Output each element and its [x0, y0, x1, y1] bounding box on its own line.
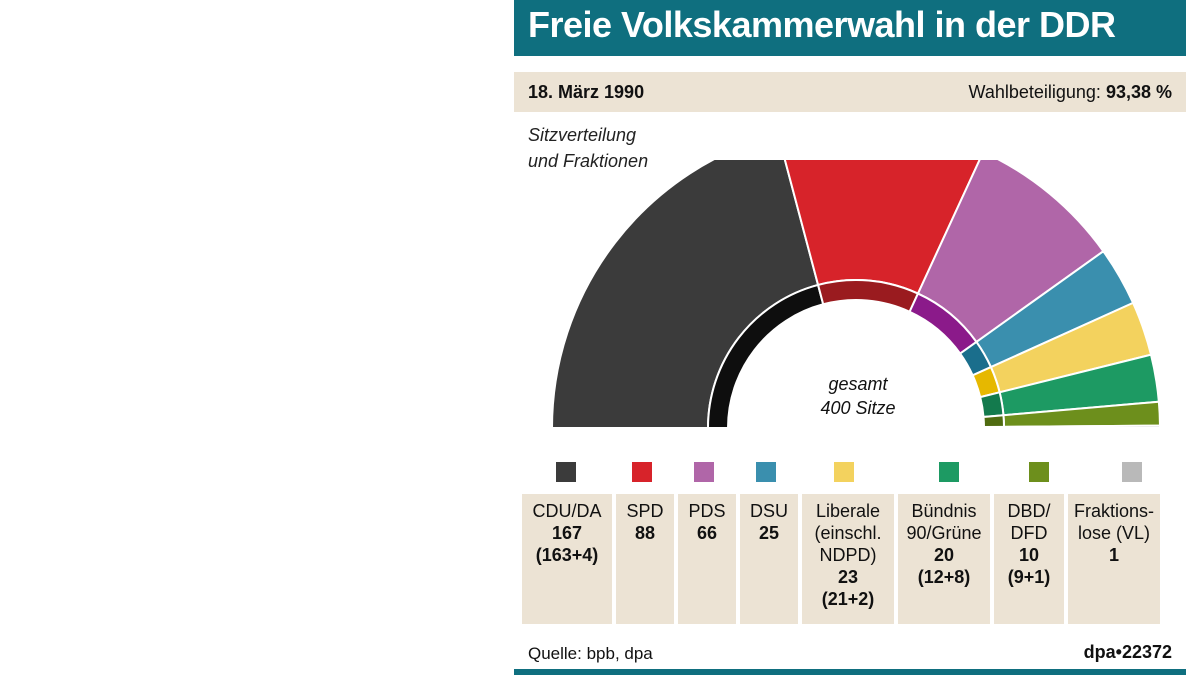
party-column: Liberale (einschl. NDPD) 23 (21+2)	[802, 494, 894, 624]
segment-inner	[979, 391, 1005, 419]
party-name: CDU/DA	[532, 501, 602, 521]
party-column: CDU/DA 167 (163+4)	[522, 494, 612, 624]
turnout-label: Wahlbeteiligung:	[968, 82, 1101, 102]
turnout-value: 93,38 %	[1105, 82, 1172, 102]
center-line-1: gesamt	[828, 374, 888, 394]
party-name: SPD	[626, 501, 664, 521]
total-seats-label: gesamt 400 Sitze	[778, 372, 938, 420]
seat-distribution-chart	[550, 160, 1162, 429]
election-date: 18. März 1990	[528, 82, 645, 102]
legend-swatch	[756, 462, 776, 482]
infographic: Freie Volkskammerwahl in der DDR 18. Mär…	[514, 0, 1200, 675]
party-name: PDS	[688, 501, 726, 521]
party-column: PDS 66	[678, 494, 736, 624]
party-column: DBD/ DFD 10 (9+1)	[994, 494, 1064, 624]
legend-swatch	[632, 462, 652, 482]
turnout: Wahlbeteiligung: 93,38 %	[969, 82, 1173, 103]
party-seat-count: 20 (12+8)	[917, 545, 971, 587]
segment-inner	[982, 425, 1006, 429]
party-name: Liberale (einschl. NDPD)	[814, 501, 882, 565]
party-column: SPD 88	[616, 494, 674, 624]
legend-swatch	[1029, 462, 1049, 482]
source-note: Quelle: bpb, dpa	[528, 644, 653, 663]
legend-swatch	[1122, 462, 1142, 482]
segment-inner	[982, 414, 1006, 429]
party-seat-count: 1	[1108, 545, 1119, 565]
chart-subtitle: Sitzverteilung und Fraktionen	[528, 122, 648, 174]
party-name: Bündnis 90/Grüne	[906, 501, 982, 543]
party-seat-count: 66	[696, 523, 718, 543]
party-seat-count: 25	[758, 523, 780, 543]
info-bar: 18. März 1990 Wahlbeteiligung: 93,38 %	[514, 72, 1186, 112]
party-column: Fraktions- lose (VL) 1	[1068, 494, 1160, 624]
legend-swatch	[556, 462, 576, 482]
legend-swatch	[694, 462, 714, 482]
chart-title: Freie Volkskammerwahl in der DDR	[528, 4, 1116, 45]
center-line-2: 400 Sitze	[820, 398, 896, 418]
party-seat-count: 167 (163+4)	[535, 523, 599, 565]
party-seat-count: 88	[634, 523, 656, 543]
bottom-bar	[514, 669, 1186, 675]
party-seat-count: 23 (21+2)	[821, 567, 875, 609]
seat-segment-fraktionslose-vl-	[982, 424, 1162, 429]
party-table: CDU/DA 167 (163+4) SPD 88 PDS 66 DSU 25 Liberale…	[522, 494, 1184, 624]
seat-segment-cdu-da	[550, 160, 825, 429]
party-name: DBD/ DFD	[1007, 501, 1051, 543]
subtitle-line-1: Sitzverteilung	[528, 125, 637, 145]
segment-outer	[1002, 424, 1162, 429]
legend-swatch	[834, 462, 854, 482]
party-column: Bündnis 90/Grüne 20 (12+8)	[898, 494, 990, 624]
agency-credit: dpa•22372	[1083, 642, 1172, 662]
title-bar: Freie Volkskammerwahl in der DDR	[514, 0, 1186, 56]
legend-swatches	[514, 458, 1200, 488]
party-column: DSU 25	[740, 494, 798, 624]
legend-swatch	[939, 462, 959, 482]
party-name: Fraktions- lose (VL)	[1073, 501, 1154, 543]
party-seat-count: 10 (9+1)	[1007, 545, 1051, 587]
subtitle-line-2: und Fraktionen	[528, 151, 649, 171]
footer: Quelle: bpb, dpa dpa•22372	[514, 634, 1186, 668]
party-name: DSU	[749, 501, 788, 521]
